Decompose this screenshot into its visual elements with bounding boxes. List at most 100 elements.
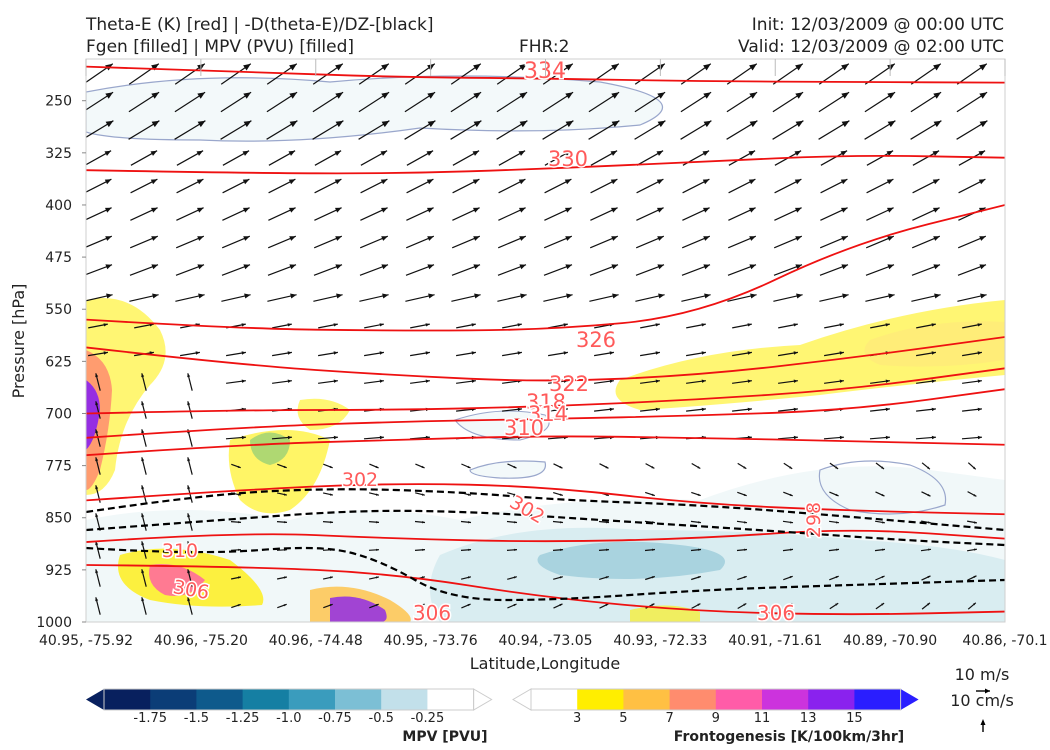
wind-vector-head (657, 120, 666, 128)
wind-vector-head (932, 150, 940, 156)
stability-contour-1 (86, 488, 1005, 532)
fgen-colorbar-tick: 9 (712, 711, 720, 726)
wind-vector-head (241, 323, 246, 327)
wind-vector-head (421, 493, 425, 496)
wind-vector-head (795, 92, 804, 99)
fgen-colorbar-tick: 15 (846, 711, 863, 726)
wind-vector-head (381, 120, 390, 128)
wind-vector-head (977, 435, 982, 440)
wind-vector-head (473, 63, 481, 71)
wind-vector-head (702, 179, 710, 185)
wind-vector-head (473, 264, 480, 270)
wind-vector-head (519, 236, 526, 241)
wind-vector-head (611, 236, 618, 241)
wind-vector-head (835, 603, 839, 606)
wind-vector-head (243, 63, 251, 71)
wind-vector-head (611, 63, 619, 71)
wind-vector-head (473, 236, 480, 241)
mpv-region-upper-outline (86, 75, 663, 142)
wind-vector-head (427, 92, 436, 99)
wind-vector-head (747, 407, 752, 412)
wind-vector-head (750, 293, 757, 299)
fgen-colorbar-tick: 3 (573, 711, 581, 726)
mpv-colorbar-frame (103, 688, 475, 711)
mpv-colorbar-tick: -1.75 (133, 711, 167, 726)
wind-vector-head (196, 179, 204, 185)
fgen-right-band (615, 300, 1005, 410)
wind-vector-head (744, 521, 747, 524)
wind-vector-head (747, 351, 752, 355)
wind-vector-head (564, 150, 572, 156)
wind-vector-head (473, 120, 482, 128)
wind-vector-head (790, 521, 793, 524)
wind-vector-head (559, 493, 563, 496)
wind-vector-head (241, 435, 246, 440)
wind-vector-head (425, 323, 430, 327)
y-tick-label: 1000 (36, 615, 72, 631)
x-axis-label: Latitude,Longitude (470, 654, 621, 673)
wind-vector-head (104, 179, 112, 185)
wind-vector-head (471, 323, 476, 327)
stability-contour-2 (86, 509, 1005, 547)
wind-vector-head (335, 264, 342, 270)
wind-vector-head (790, 548, 793, 551)
wind-vector-head (839, 379, 844, 383)
wind-vector-head (977, 407, 982, 412)
wind-vector-head (565, 120, 574, 128)
wind-vector-head (473, 207, 480, 213)
wind-vector-head (467, 576, 471, 579)
wind-vector-head (243, 92, 252, 99)
wind-vector-head (381, 63, 389, 71)
wind-vector-head (749, 236, 756, 241)
wind-vector-head (796, 293, 803, 299)
wind-vector-head (519, 264, 526, 270)
mpv-region-lower-outline (469, 460, 546, 479)
wind-vector-head (927, 466, 930, 470)
wind-vector-head (658, 293, 665, 299)
wind-vector-head (743, 493, 747, 496)
wind-vector-head (657, 207, 664, 213)
wind-vector-head (334, 179, 342, 185)
wind-vector-head (979, 264, 986, 270)
wind-vector-head (287, 435, 292, 440)
contour-layer (86, 65, 1005, 616)
mpv-colorbar-tick: -0.75 (318, 711, 352, 726)
wind-vector-head (979, 236, 986, 241)
wind-vector-head (887, 236, 894, 241)
wind-vector-head (749, 264, 756, 270)
wind-vector-head (881, 576, 885, 579)
wind-vector-head (333, 323, 338, 327)
wind-vector-head (243, 120, 252, 128)
wind-vector-head (335, 236, 342, 241)
wind-vector-head (835, 576, 839, 579)
wind-vector-head (151, 120, 160, 128)
wind-vector-head (840, 179, 848, 185)
theta-e-contour-298 (86, 529, 1005, 543)
wind-vector-head (105, 120, 114, 128)
wind-vector-head (887, 207, 894, 213)
wind-vector-head (467, 465, 471, 468)
wind-vector-head (376, 548, 379, 551)
wind-vector-head (933, 207, 940, 213)
theta-e-contour-314 (86, 388, 1005, 439)
fgen-colorbar-tick: 5 (619, 711, 627, 726)
wind-vector-head (471, 351, 476, 355)
wind-vector-head (972, 466, 976, 470)
wind-vector-head (380, 179, 388, 185)
wind-vector-head (237, 493, 241, 496)
y-tick-label: 325 (45, 146, 72, 162)
wind-vector-head (933, 264, 940, 270)
wind-vector-head (421, 604, 425, 607)
wind-vector-head (748, 150, 756, 156)
wind-vector-head (977, 351, 982, 355)
wind-vector-head (283, 604, 287, 607)
wind-vector-head (559, 465, 563, 469)
horizontal-wind-reference: 10 m/s (955, 665, 1010, 684)
wind-vector-head (467, 493, 471, 496)
wind-vector-head (519, 120, 528, 128)
wind-vector-head (472, 179, 480, 185)
x-tick-label: 40.94, -73.05 (498, 633, 592, 649)
wind-vector-head (141, 597, 145, 602)
wind-vector-head (933, 92, 942, 99)
wind-vector-head (375, 493, 379, 496)
